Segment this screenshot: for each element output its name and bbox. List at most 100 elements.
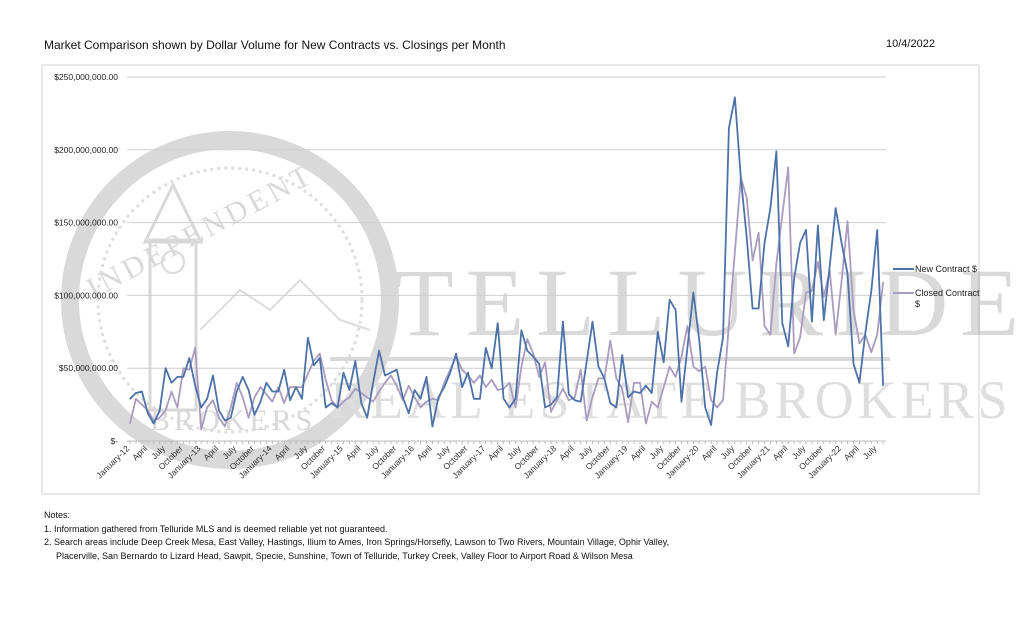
data-point (141, 404, 143, 406)
data-point (846, 272, 849, 275)
legend-label: New Contract $ (915, 264, 977, 274)
data-point (574, 399, 576, 401)
data-point (242, 396, 244, 398)
data-point (562, 321, 564, 323)
data-point (627, 396, 629, 398)
data-point (408, 412, 410, 414)
watermark-logo: TELLURIDE REAL ESTATE BROKERS INDEPENDEN… (61, 131, 1019, 469)
data-point (864, 332, 866, 334)
data-point (342, 371, 345, 374)
data-point (734, 251, 736, 253)
data-point (704, 366, 706, 368)
x-tick-label: April (628, 443, 647, 462)
data-point (621, 387, 623, 390)
data-point (473, 398, 475, 400)
data-point (283, 402, 285, 404)
x-tick-label: April (771, 443, 790, 462)
data-point (520, 366, 522, 368)
data-point (651, 392, 653, 394)
data-point (508, 406, 511, 409)
data-point (366, 417, 368, 419)
data-point (206, 398, 208, 400)
x-tick-label: April (344, 443, 363, 462)
data-point (574, 396, 576, 398)
notes-heading: Notes: (44, 510, 71, 520)
data-point (354, 360, 356, 362)
data-point (461, 369, 463, 371)
data-point (319, 353, 321, 355)
mountains-icon (199, 278, 371, 331)
data-point (147, 412, 149, 414)
data-point (230, 406, 232, 409)
data-point (390, 371, 392, 374)
data-point (194, 347, 196, 349)
data-point (491, 367, 493, 369)
data-point (455, 353, 457, 355)
data-point (621, 354, 623, 356)
legend-label: Closed Contract $ (915, 288, 980, 309)
x-tick-label: April (557, 443, 576, 462)
data-point (218, 417, 220, 419)
data-point (289, 386, 291, 388)
data-point (580, 401, 582, 403)
data-point (657, 406, 659, 409)
data-point (360, 392, 362, 394)
data-point (716, 371, 718, 374)
data-point (710, 424, 712, 426)
data-point (170, 390, 173, 393)
data-point (514, 398, 517, 400)
data-point (325, 406, 327, 409)
data-point (645, 422, 647, 425)
data-point (188, 369, 190, 371)
data-point (360, 402, 362, 404)
data-point (319, 357, 321, 359)
data-point (396, 385, 398, 387)
data-point (568, 399, 570, 401)
data-point (639, 392, 641, 394)
data-point (793, 277, 795, 279)
data-point (271, 401, 273, 403)
data-point (307, 373, 309, 375)
data-point (200, 406, 202, 409)
data-point (408, 385, 410, 387)
data-point (164, 409, 167, 412)
series-line-new-contract (129, 96, 884, 428)
data-point (882, 385, 884, 387)
data-point (153, 422, 155, 425)
page-title: Market Comparison shown by Dollar Volume… (44, 38, 506, 52)
data-point (479, 398, 481, 400)
data-point (728, 127, 730, 129)
data-point (473, 382, 475, 384)
data-point (206, 406, 208, 409)
y-tick-label: $250,000,000.00 (54, 72, 118, 82)
data-point (669, 366, 671, 368)
data-point (645, 385, 647, 387)
data-point (663, 386, 665, 388)
data-point (431, 425, 434, 428)
data-point (129, 422, 131, 425)
data-point (852, 309, 855, 311)
data-point (841, 280, 843, 282)
data-point (526, 350, 528, 352)
data-point (562, 387, 564, 390)
x-tick-label: July (861, 443, 879, 461)
data-point (366, 396, 368, 398)
data-point (485, 386, 487, 388)
data-point (805, 229, 807, 231)
clock-tower-icon (148, 238, 198, 412)
notes-section: Notes: 1. Information gathered from Tell… (44, 509, 669, 563)
y-tick-label: $- (110, 436, 118, 446)
data-point (781, 214, 783, 216)
data-point (384, 382, 386, 384)
data-point (508, 382, 511, 384)
data-point (775, 262, 777, 264)
data-point (763, 325, 766, 327)
data-point (200, 428, 202, 430)
data-point (520, 329, 522, 331)
data-point (870, 351, 872, 353)
data-point (378, 390, 380, 393)
data-point (425, 376, 428, 378)
data-point (817, 224, 819, 227)
data-point (224, 420, 226, 422)
